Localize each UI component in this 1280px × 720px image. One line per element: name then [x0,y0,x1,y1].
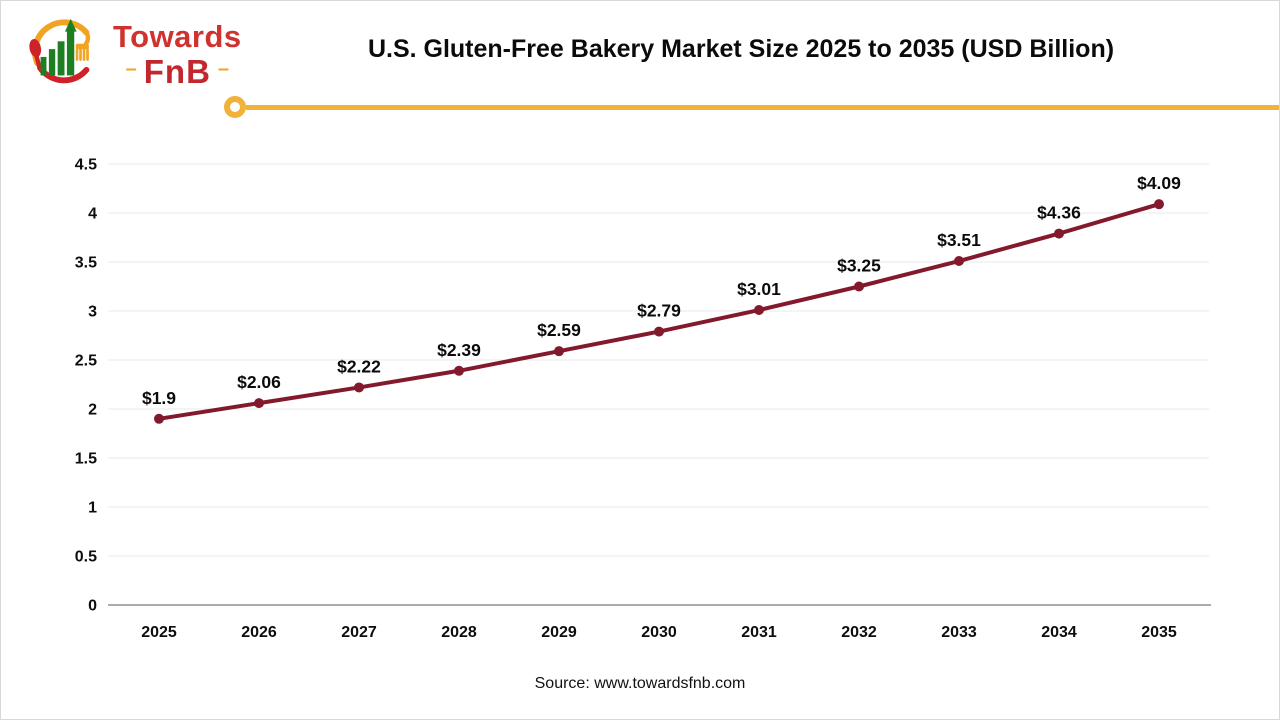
data-label: $3.01 [737,279,781,299]
y-axis-tick-label: 4.5 [75,157,97,174]
data-point [854,281,864,292]
data-label: $3.51 [937,230,981,250]
source-text: Source: www.towardsfnb.com [534,675,746,692]
x-axis-tick-label: 2028 [441,624,477,641]
logo-text-towards: Towards [113,18,242,54]
y-axis-tick-label: 2.5 [75,353,97,370]
data-point [954,256,964,267]
x-axis-tick-label: 2025 [141,624,177,641]
data-point [554,346,564,357]
x-axis-tick-label: 2033 [941,624,977,641]
y-axis-tick-label: 1.5 [75,451,97,468]
data-point [1054,228,1064,239]
x-axis-tick-label: 2027 [341,624,377,641]
spoon-icon [29,39,42,58]
x-axis-tick-label: 2034 [1041,624,1077,641]
data-label: $2.79 [637,301,681,321]
data-label: $4.09 [1137,173,1181,193]
spoon-handle [34,54,42,70]
page-title: U.S. Gluten-Free Bakery Market Size 2025… [367,35,1115,63]
data-label: $2.59 [537,320,581,340]
y-axis-tick-label: 3 [88,304,97,321]
x-axis-tick-label: 2031 [741,624,777,641]
logo-dash-left: – [125,58,137,80]
x-axis-tick-label: 2035 [1141,624,1177,641]
data-point [1154,199,1164,210]
data-point [354,382,364,393]
logo-dash-right: – [217,58,230,80]
data-point [754,305,764,316]
data-label: $2.22 [337,356,381,376]
growth-bars-icon [40,18,77,76]
y-axis-tick-label: 2 [88,402,97,419]
data-label: $1.9 [142,388,176,408]
data-point [154,413,164,424]
title-divider-line [246,105,1279,110]
data-point [654,326,664,337]
y-axis-tick-label: 4 [88,206,97,223]
logo-text-fnb: FnB [143,52,211,90]
y-axis-tick-label: 0 [88,598,97,615]
y-axis-tick-label: 0.5 [75,549,97,566]
logo: Towards – FnB – [25,15,242,93]
x-axis-tick-label: 2032 [841,624,877,641]
towards-fnb-logo-icon [29,18,91,84]
fork-icon [75,30,91,61]
divider-ring-icon [224,96,246,118]
arrow-up-icon [64,18,77,32]
data-label: $3.25 [837,256,881,276]
logo-wordmark: Towards – FnB – [113,21,242,88]
x-axis-tick-label: 2030 [641,624,677,641]
data-point [454,365,464,376]
x-axis-tick-label: 2029 [541,624,577,641]
data-point [254,398,264,409]
y-axis-tick-label: 3.5 [75,255,97,272]
data-label: $2.06 [237,372,281,392]
data-label: $4.36 [1037,203,1081,223]
data-label: $2.39 [437,340,481,360]
x-axis-tick-label: 2026 [241,624,277,641]
y-axis-tick-label: 1 [88,500,97,517]
